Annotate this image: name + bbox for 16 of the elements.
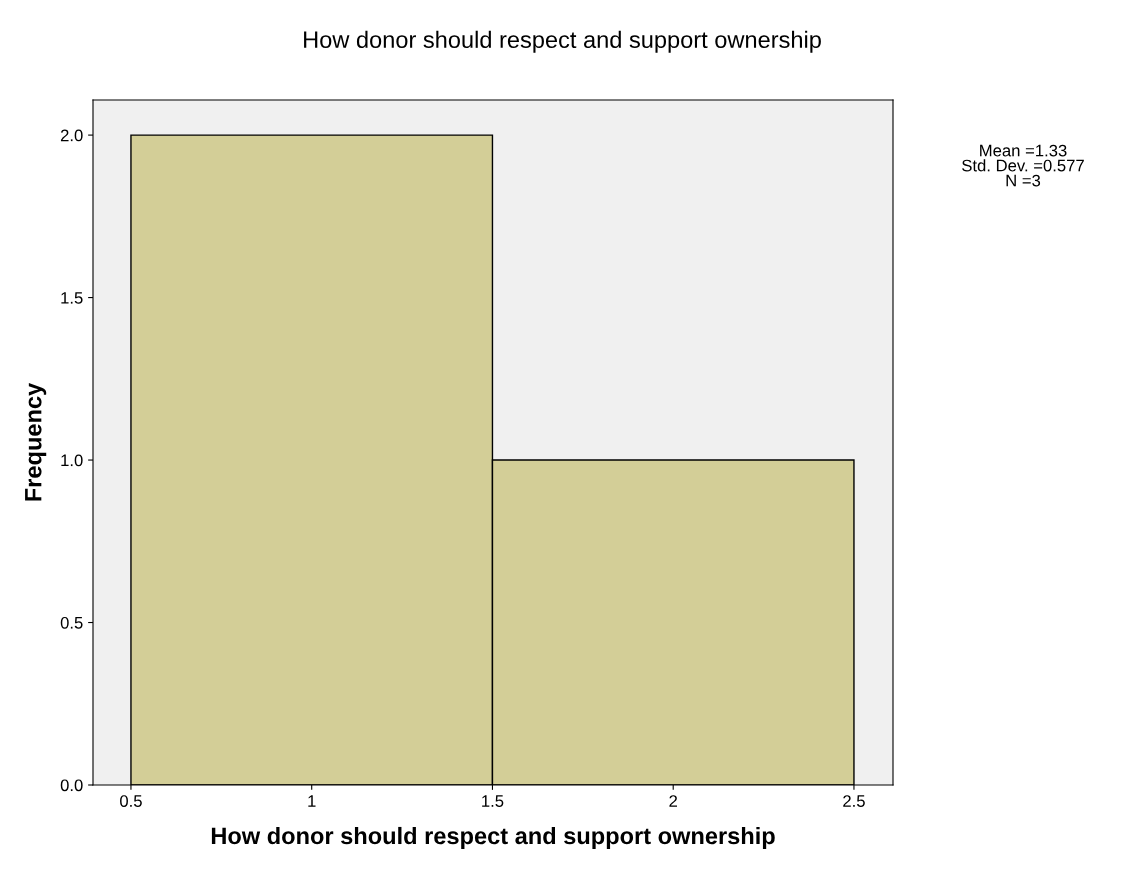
y-axis-title: Frequency [25, 382, 47, 501]
x-tick-label: 1.5 [482, 795, 504, 807]
y-tick-label: 0.5 [60, 616, 83, 629]
x-tick-label: 0.5 [120, 795, 142, 807]
x-tick-label: 2.5 [843, 795, 865, 807]
y-tick-label: 0.0 [60, 779, 83, 792]
y-tick-label: 2.0 [60, 129, 83, 142]
x-tick-label: 2 [669, 795, 678, 807]
x-tick-label: 1 [308, 795, 316, 807]
text: Mean =1.33 [980, 144, 1067, 157]
text: Std. Dev. =0.577 [962, 159, 1084, 172]
chart-title: How donor should respect and support ownership [304, 30, 821, 53]
y-tick-label: 1.5 [61, 292, 83, 304]
text: N =3 [1006, 174, 1041, 187]
x-axis-title: How donor should respect and support ownership [211, 826, 775, 849]
y-tick-label: 1.0 [61, 454, 83, 467]
